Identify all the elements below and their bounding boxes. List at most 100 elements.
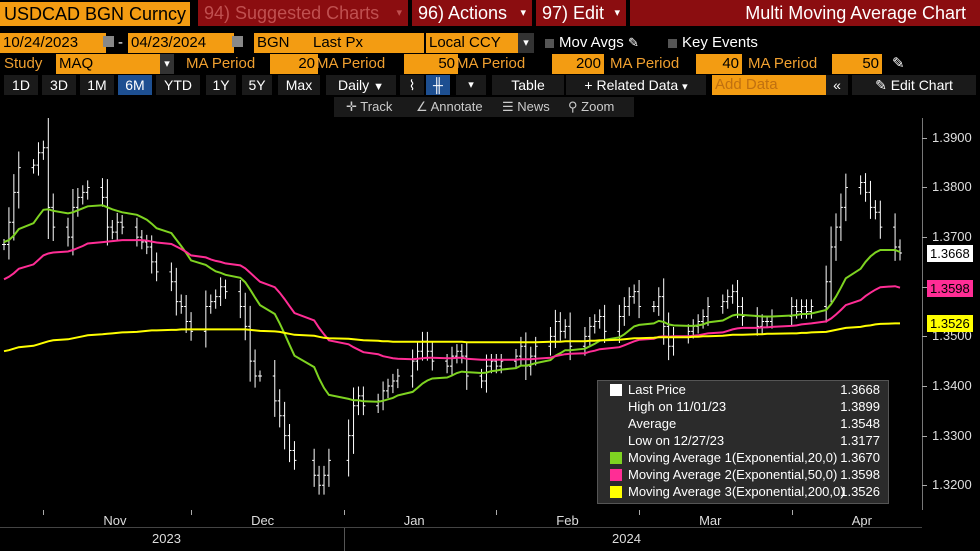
price-bar [430,341,435,371]
price-bar [868,180,873,219]
chart-legend[interactable]: Last Price 1.3668 High on 11/01/23 1.389… [597,380,889,504]
x-tick-label: Jan [403,513,425,528]
annotate-icon: ∠ [416,99,428,114]
study-select[interactable]: MAQ [56,54,166,74]
study-row: Study MAQ ▾ MA Period 20 MA Period 50 MA… [0,54,980,74]
price-bar [80,185,85,205]
x-tick [791,510,793,515]
price-field-select[interactable]: Last Px [310,33,424,53]
period-1y-button[interactable]: 1Y [206,75,236,95]
calendar-icon[interactable] [232,36,243,47]
ma1-line [3,204,901,403]
end-date-field[interactable]: 04/23/2024 [128,33,234,53]
edit-button[interactable]: 97) Edit ▾ [536,0,626,26]
period-5y-button[interactable]: 5Y [242,75,272,95]
suggested-charts-number: 94) [204,3,231,23]
price-bar [326,448,331,487]
pencil-icon: ✎ [627,35,639,50]
price-bar [208,294,213,314]
price-bar [11,174,16,241]
chart-type-dropdown-icon[interactable]: ▾ [456,75,486,95]
legend-ma2: Moving Average 2(Exponential,50,0) 1.359… [602,466,884,483]
actions-number: 96) [418,3,445,23]
year-label-2023: 2023 [152,531,181,546]
ma-period-input-2[interactable]: 50 [404,54,458,74]
price-bar [514,349,518,369]
period-ytd-button[interactable]: YTD [156,75,200,95]
mov-avgs-label: Mov Avgs [559,34,624,51]
price-bar [322,465,326,495]
x-tick-label: Nov [103,513,127,528]
price-bar [253,349,258,388]
price-bar [740,297,745,326]
crosshair-icon: ✛ [346,99,357,114]
actions-button[interactable]: 96) Actions ▾ [412,0,532,26]
ma-period-input-1[interactable]: 20 [270,54,318,74]
period-6m-button[interactable]: 6M [118,75,152,95]
price-bar [218,277,223,307]
annotate-tool[interactable]: ∠ Annotate [416,97,483,117]
price-bar [410,349,415,388]
price-bar [376,393,381,413]
ma-period-input-5[interactable]: 50 [832,54,882,74]
price-bar [415,341,420,371]
x-tick [343,510,345,515]
start-date-field[interactable]: 10/24/2023 [0,33,106,53]
track-tool[interactable]: ✛ Track [346,97,392,117]
period-max-button[interactable]: Max [278,75,320,95]
dropdown-arrow-icon[interactable]: ▾ [518,33,534,53]
price-chart[interactable] [0,118,922,510]
calendar-icon[interactable] [103,36,114,47]
price-bar [115,212,120,242]
suggested-charts-button[interactable]: 94) Suggested Charts ▾ [198,0,408,26]
mov-avgs-checkbox[interactable]: Mov Avgs ✎ [545,33,639,53]
zoom-label: Zoom [581,99,615,114]
y-tick [922,137,927,139]
source-field[interactable]: BGN [254,33,310,53]
related-data-button[interactable]: + Related Data ▾ [566,75,706,95]
period-1m-button[interactable]: 1M [80,75,114,95]
bar-chart-icon[interactable]: ╫ [426,75,450,95]
price-bar [838,193,843,242]
year-separator [343,527,345,551]
price-bar [597,309,602,329]
price-bar [450,346,454,376]
price-bar [223,279,228,299]
price-bar [459,344,464,364]
add-data-input[interactable]: Add Data [712,75,828,95]
edit-chart-label: Edit Chart [890,77,953,93]
actions-label: Actions [448,3,508,23]
frequency-select[interactable]: Daily ▼ [326,75,396,95]
key-events-checkbox[interactable]: Key Events [668,33,758,53]
related-data-label: Related Data [596,77,679,93]
edit-chart-button[interactable]: ✎ Edit Chart [852,75,976,95]
table-button[interactable]: Table [492,75,564,95]
plus-icon: + [584,77,593,93]
price-bar [120,215,125,235]
price-bar [238,280,243,319]
x-tick [191,510,193,515]
news-tool[interactable]: ☰ News [502,97,550,117]
ma-period-input-4[interactable]: 40 [696,54,742,74]
period-1d-button[interactable]: 1D [4,75,38,95]
price-bar [174,267,179,316]
pencil-icon[interactable]: ✎ [892,55,905,72]
y-tick [922,187,927,189]
x-tick [496,510,498,515]
last-price-tag: 1.3668 [927,244,973,262]
price-bar [100,178,105,207]
ticker-field[interactable]: USDCAD BGN Curncy [0,2,191,26]
collapse-icon[interactable]: « [826,75,848,95]
price-bar [282,401,287,450]
period-3d-button[interactable]: 3D [42,75,76,95]
zoom-tool[interactable]: ⚲ Zoom [568,97,614,117]
ma-period-input-3[interactable]: 200 [552,54,604,74]
price-bar [454,344,459,364]
currency-select[interactable]: Local CCY [426,33,524,53]
dropdown-arrow-icon[interactable]: ▾ [160,54,174,74]
dropdown-arrow-icon: ▾ [614,7,620,19]
line-chart-icon[interactable]: ⌇ [400,75,424,95]
price-bar [420,331,425,361]
y-tick-label: 1.3900 [932,129,972,145]
price-bar [770,309,774,329]
